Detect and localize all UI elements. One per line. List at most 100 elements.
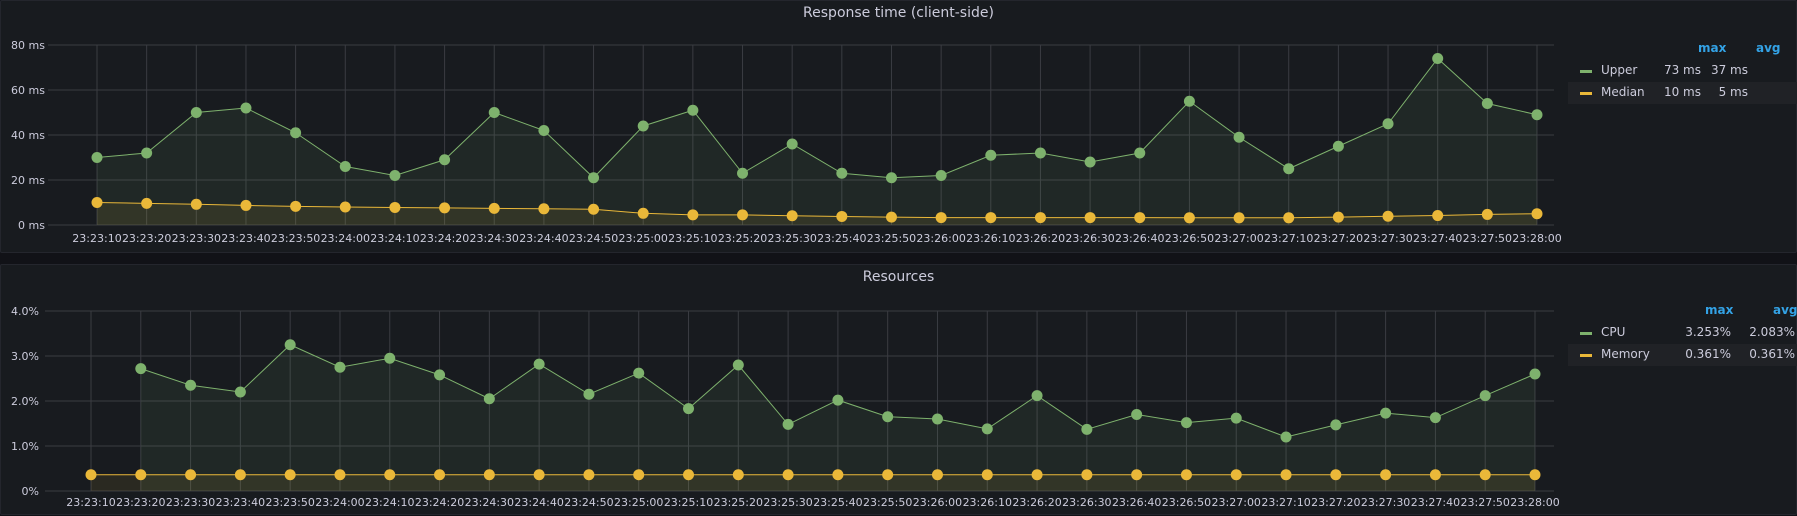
x-tick-label: 23:23:30 xyxy=(166,496,215,509)
x-tick-label: 23:25:50 xyxy=(863,496,912,509)
series-area-upper xyxy=(97,58,1537,225)
data-point-memory xyxy=(981,469,993,481)
y-tick-label: 0 ms xyxy=(18,219,45,232)
data-point-cpu xyxy=(135,363,147,375)
x-tick-label: 23:27:00 xyxy=(1212,496,1261,509)
legend-header-max[interactable]: max xyxy=(1705,303,1734,317)
data-point-memory xyxy=(683,469,695,481)
x-tick-label: 23:24:30 xyxy=(470,232,519,245)
data-point-memory xyxy=(1230,469,1242,481)
data-point-median xyxy=(339,201,351,213)
data-point-cpu xyxy=(832,394,844,406)
x-tick-label: 23:27:10 xyxy=(1264,232,1313,245)
x-tick-label: 23:28:00 xyxy=(1510,496,1559,509)
data-point-memory xyxy=(1529,469,1541,481)
x-tick-label: 23:24:50 xyxy=(564,496,613,509)
data-point-cpu xyxy=(981,423,993,435)
data-point-median xyxy=(737,209,749,221)
x-tick-label: 23:25:40 xyxy=(817,232,866,245)
data-point-median xyxy=(240,199,252,211)
data-point-median xyxy=(637,207,649,219)
panel-title[interactable]: Response time (client-side) xyxy=(803,5,994,21)
data-point-median xyxy=(1183,212,1195,224)
x-tick-label: 23:24:10 xyxy=(365,496,414,509)
data-point-memory xyxy=(1131,469,1143,481)
data-point-upper xyxy=(836,167,848,179)
data-point-upper xyxy=(389,170,401,181)
x-tick-label: 23:23:20 xyxy=(116,496,165,509)
data-point-memory xyxy=(1429,469,1441,481)
x-tick-label: 23:23:20 xyxy=(122,232,171,245)
x-tick-label: 23:26:20 xyxy=(1016,232,1065,245)
x-tick-label: 23:23:40 xyxy=(221,232,270,245)
legend-header-avg[interactable]: avg xyxy=(1773,303,1797,317)
data-point-cpu xyxy=(1529,368,1541,380)
data-point-cpu xyxy=(1180,417,1192,429)
x-tick-label: 23:25:10 xyxy=(664,496,713,509)
legend-row-upper[interactable]: Upper 73 ms 37 ms xyxy=(1568,60,1797,82)
data-point-upper xyxy=(687,104,699,116)
legend-row-memory[interactable]: Memory 0.361% 0.361% xyxy=(1568,344,1797,366)
data-point-cpu xyxy=(1479,390,1491,402)
data-point-memory xyxy=(135,469,147,481)
data-point-median xyxy=(141,197,153,209)
data-point-upper xyxy=(1332,140,1344,152)
y-tick-label: 4.0% xyxy=(11,305,39,318)
x-tick-label: 23:26:30 xyxy=(1065,232,1114,245)
data-point-memory xyxy=(583,469,595,481)
data-point-median xyxy=(687,209,699,221)
data-point-memory xyxy=(234,469,246,481)
x-tick-label: 23:24:40 xyxy=(519,232,568,245)
response-time-legend: max avg Upper 73 ms 37 ms Median 10 ms 5… xyxy=(1568,39,1797,119)
x-tick-label: 23:24:10 xyxy=(370,232,419,245)
x-tick-label: 23:23:50 xyxy=(271,232,320,245)
data-point-memory xyxy=(1479,469,1491,481)
x-tick-label: 23:23:10 xyxy=(66,496,115,509)
data-point-cpu xyxy=(533,358,545,370)
data-point-median xyxy=(935,212,947,224)
y-tick-label: 2.0% xyxy=(11,395,39,408)
legend-series-name: Memory xyxy=(1601,347,1650,361)
data-point-upper xyxy=(1432,53,1444,64)
data-point-median xyxy=(1134,212,1146,224)
x-tick-label: 23:25:20 xyxy=(714,496,763,509)
data-point-upper xyxy=(1283,163,1295,175)
x-tick-label: 23:27:00 xyxy=(1214,232,1263,245)
data-point-memory xyxy=(1081,469,1093,481)
x-tick-label: 23:27:30 xyxy=(1363,232,1412,245)
plot-area: 0 ms 20 ms 40 ms 60 ms 80 ms 23:23:10 23:23:20… xyxy=(11,39,1562,245)
data-point-cpu xyxy=(384,352,396,364)
data-point-cpu xyxy=(1280,431,1292,443)
data-point-median xyxy=(786,210,798,222)
legend-header-avg[interactable]: avg xyxy=(1756,41,1781,55)
panel-title[interactable]: Resources xyxy=(862,269,935,285)
data-point-cpu xyxy=(882,411,894,423)
legend-header-max[interactable]: max xyxy=(1698,41,1727,55)
x-tick-label: 23:27:40 xyxy=(1413,232,1462,245)
x-tick-label: 23:25:00 xyxy=(614,496,663,509)
data-point-cpu xyxy=(1429,412,1441,424)
x-tick-label: 23:23:10 xyxy=(72,232,121,245)
data-point-median xyxy=(1531,208,1543,220)
legend-series-name: Median xyxy=(1601,85,1645,99)
x-tick-label: 23:25:50 xyxy=(867,232,916,245)
legend-row-median[interactable]: Median 10 ms 5 ms xyxy=(1568,82,1797,104)
legend-row-cpu[interactable]: CPU 3.253% 2.083% xyxy=(1568,322,1797,344)
legend-swatch xyxy=(1580,354,1592,357)
data-point-memory xyxy=(1280,469,1292,481)
data-point-upper xyxy=(1481,98,1493,109)
x-tick-label: 23:26:20 xyxy=(1012,496,1061,509)
data-point-memory xyxy=(1031,469,1043,481)
data-point-upper xyxy=(439,154,451,166)
data-point-median xyxy=(1332,211,1344,223)
data-point-memory xyxy=(334,469,346,481)
data-point-cpu xyxy=(931,413,943,425)
data-point-upper xyxy=(240,102,252,114)
resources-chart: 0%1.0%2.0%3.0%4.0%23:23:10 23:23:20 23:23:… xyxy=(11,305,1560,509)
data-point-cpu xyxy=(434,369,446,381)
x-tick-label: 23:24:00 xyxy=(321,232,370,245)
x-tick-label: 23:25:30 xyxy=(763,496,812,509)
data-point-cpu xyxy=(583,388,595,400)
data-point-upper xyxy=(190,107,202,118)
series-area-cpu xyxy=(140,344,1536,491)
